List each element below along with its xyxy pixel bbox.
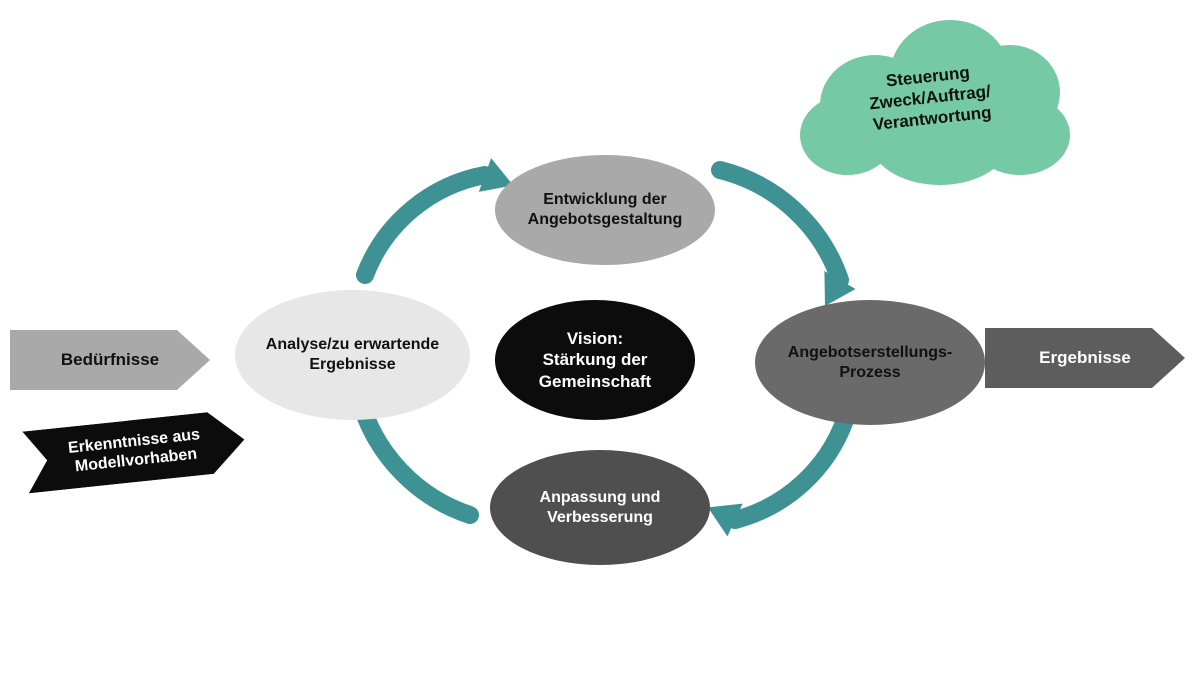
tag-results: Ergebnisse: [985, 328, 1185, 388]
tag-needs-label: Bedürfnisse: [61, 350, 159, 370]
node-analysis-line1: Analyse/zu erwartende: [266, 335, 439, 355]
node-analysis-line2: Ergebnisse: [266, 355, 439, 375]
node-improvement: Anpassung und Verbesserung: [490, 450, 710, 565]
node-creation-line1: Angebotserstellungs-: [788, 343, 952, 363]
tag-needs: Bedürfnisse: [10, 330, 210, 390]
diagram-stage: Vision: Stärkung der Gemeinschaft Entwic…: [0, 0, 1200, 675]
node-development-line1: Entwicklung der: [528, 190, 683, 210]
node-creation-process: Angebotserstellungs- Prozess: [755, 300, 985, 425]
node-vision-line3: Gemeinschaft: [539, 371, 651, 392]
node-development: Entwicklung der Angebotsgestaltung: [495, 155, 715, 265]
node-vision-center: Vision: Stärkung der Gemeinschaft: [495, 300, 695, 420]
node-improvement-line2: Verbesserung: [540, 508, 661, 528]
node-development-line2: Angebotsgestaltung: [528, 210, 683, 230]
node-vision-line1: Vision:: [539, 328, 651, 349]
tag-insights: Erkenntnisse aus Modellvorhaben: [22, 409, 247, 494]
node-improvement-line1: Anpassung und: [540, 488, 661, 508]
node-analysis: Analyse/zu erwartende Ergebnisse: [235, 290, 470, 420]
tag-results-label: Ergebnisse: [1039, 348, 1131, 368]
node-vision-line2: Stärkung der: [539, 349, 651, 370]
cloud-governance: Steuerung Zweck/Auftrag/ Verantwortung: [800, 15, 1060, 180]
node-creation-line2: Prozess: [788, 363, 952, 383]
